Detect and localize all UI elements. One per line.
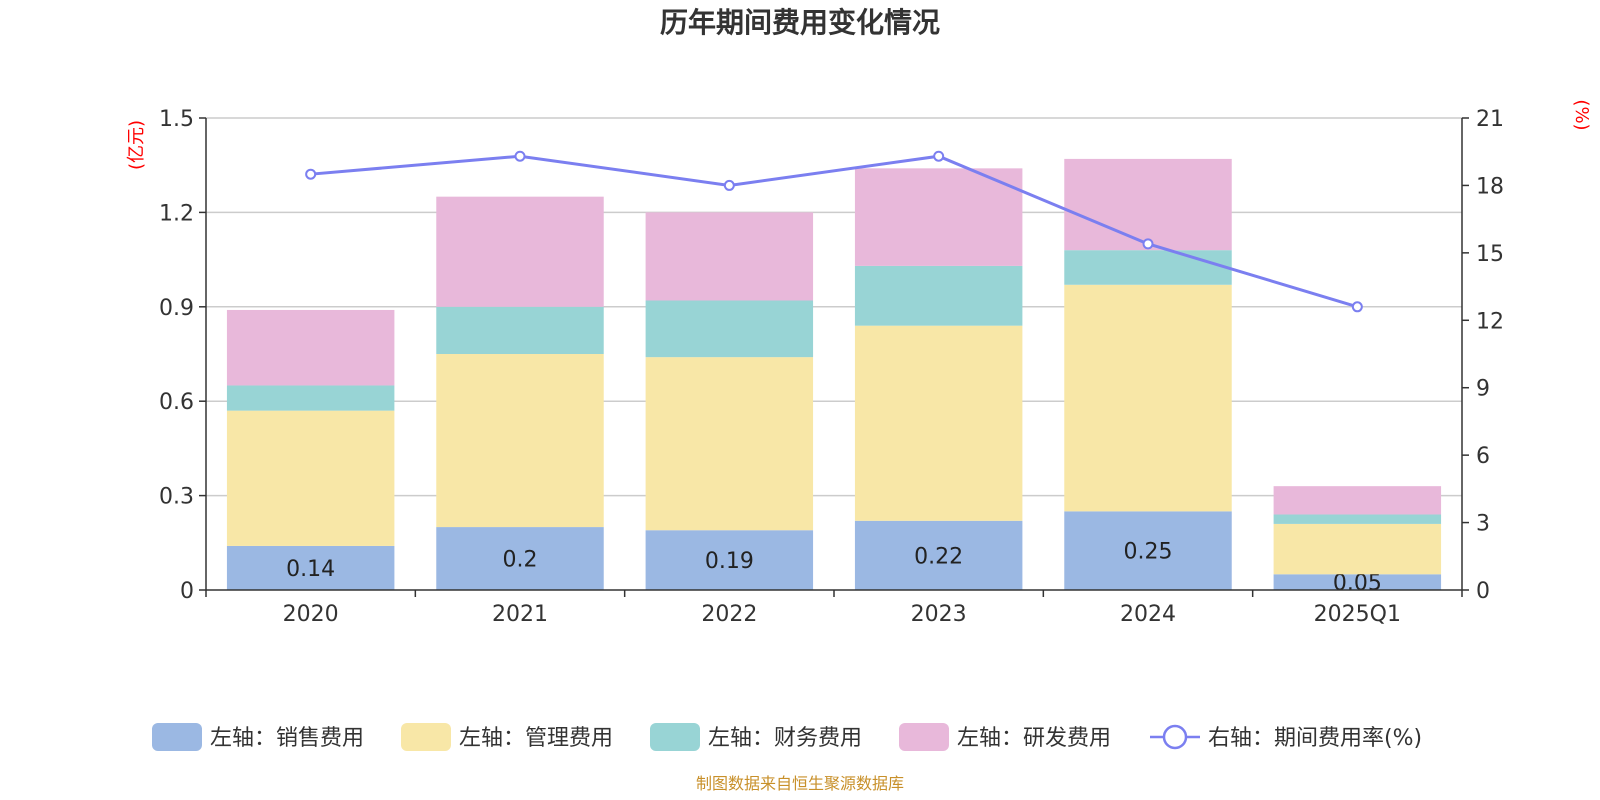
bar-segment (226, 385, 395, 411)
bar-segment (436, 196, 604, 307)
bar-segment (645, 357, 814, 531)
legend-swatch (401, 723, 451, 751)
bar-segment (1273, 514, 1442, 524)
bar-segment (1064, 284, 1232, 512)
rate-point (514, 150, 526, 162)
left-axis-unit: (亿元) (126, 120, 147, 170)
bar-segment (854, 265, 1023, 326)
x-axis-category-label: 2021 (492, 602, 548, 627)
line-series (305, 150, 1363, 313)
x-axis-category-label: 2020 (283, 602, 339, 627)
legend-label: 左轴：管理费用 (459, 726, 613, 751)
x-axis-category-label: 2024 (1120, 602, 1176, 627)
bar-segment (645, 530, 814, 590)
axes: 0 0.3 0.6 0.9 1.2 1.5 0 3 6 9 12 15 18 21 2020 2021 2022… (159, 107, 1504, 627)
chart-title: 历年期间费用变化情况 (660, 6, 940, 39)
bar-segment (226, 545, 395, 590)
rate-point (723, 179, 735, 191)
legend-swatch (650, 723, 700, 751)
bar-data-label: 0.22 (914, 544, 963, 569)
right-axis-tick-label: 0 (1476, 579, 1490, 604)
legend: 左轴：销售费用 左轴：管理费用 左轴：财务费用 左轴：研发费用 右轴：期间费用率(%) (152, 723, 1422, 751)
bar-segment (226, 410, 395, 546)
right-axis-tick-label: 6 (1476, 444, 1490, 469)
left-axis-tick-label: 0.6 (159, 390, 194, 415)
gridlines (206, 117, 1462, 497)
bar-segment (854, 168, 1023, 266)
bar-segment (1273, 574, 1442, 590)
bar-segment (645, 300, 814, 358)
legend-marker-swatch (1162, 724, 1188, 750)
bar-segment (1064, 250, 1232, 285)
left-axis-tick-label: 1.5 (159, 107, 194, 132)
right-axis-tick-label: 15 (1476, 242, 1504, 267)
rate-point (305, 168, 317, 180)
x-axis-category-label: 2025Q1 (1314, 602, 1401, 627)
bar-data-label: 0.19 (705, 549, 754, 574)
legend-swatch (152, 723, 202, 751)
right-axis-tick-label: 9 (1476, 377, 1490, 402)
bar-data-label: 0.14 (286, 557, 335, 582)
legend-label: 右轴：期间费用率(%) (1208, 726, 1422, 751)
left-axis-tick-label: 1.2 (159, 201, 194, 226)
legend-label: 左轴：研发费用 (957, 726, 1111, 751)
rate-line (310, 154, 1358, 309)
bar-segment (854, 520, 1023, 590)
bar-segment (1273, 486, 1442, 515)
bar-segment (436, 354, 604, 528)
right-axis-tick-label: 12 (1476, 309, 1504, 334)
bar-segment (226, 309, 395, 386)
left-axis-tick-label: 0.9 (159, 296, 194, 321)
rate-point (933, 150, 945, 162)
bar-data-label: 0.25 (1124, 540, 1173, 565)
right-axis-tick-label: 21 (1476, 107, 1504, 132)
left-axis-tick-label: 0 (180, 579, 194, 604)
legend-label: 左轴：销售费用 (210, 726, 364, 751)
bar-series: 0.14 0.2 0.19 0.22 0.25 0.05 (226, 158, 1442, 596)
right-axis-tick-label: 3 (1476, 512, 1490, 537)
x-axis-category-label: 2023 (911, 602, 967, 627)
right-axis-unit: (%) (1571, 99, 1592, 130)
bar-segment (1064, 511, 1232, 590)
bar-data-label: 0.05 (1333, 571, 1382, 596)
rate-point (1351, 301, 1363, 313)
bar-segment (436, 527, 604, 590)
legend-label: 左轴：财务费用 (708, 726, 862, 751)
bar-data-label: 0.2 (503, 548, 538, 573)
legend-swatch (899, 723, 949, 751)
bar-segment (1064, 158, 1232, 251)
bar-segment (1273, 523, 1442, 575)
left-axis-tick-label: 0.3 (159, 485, 194, 510)
bar-segment (645, 212, 814, 301)
bar-segment (854, 325, 1023, 521)
source-note: 制图数据来自恒生聚源数据库 (696, 774, 904, 793)
bar-segment (436, 306, 604, 354)
x-axis-category-label: 2022 (701, 602, 757, 627)
right-axis-tick-label: 18 (1476, 174, 1504, 199)
rate-point (1142, 238, 1154, 250)
